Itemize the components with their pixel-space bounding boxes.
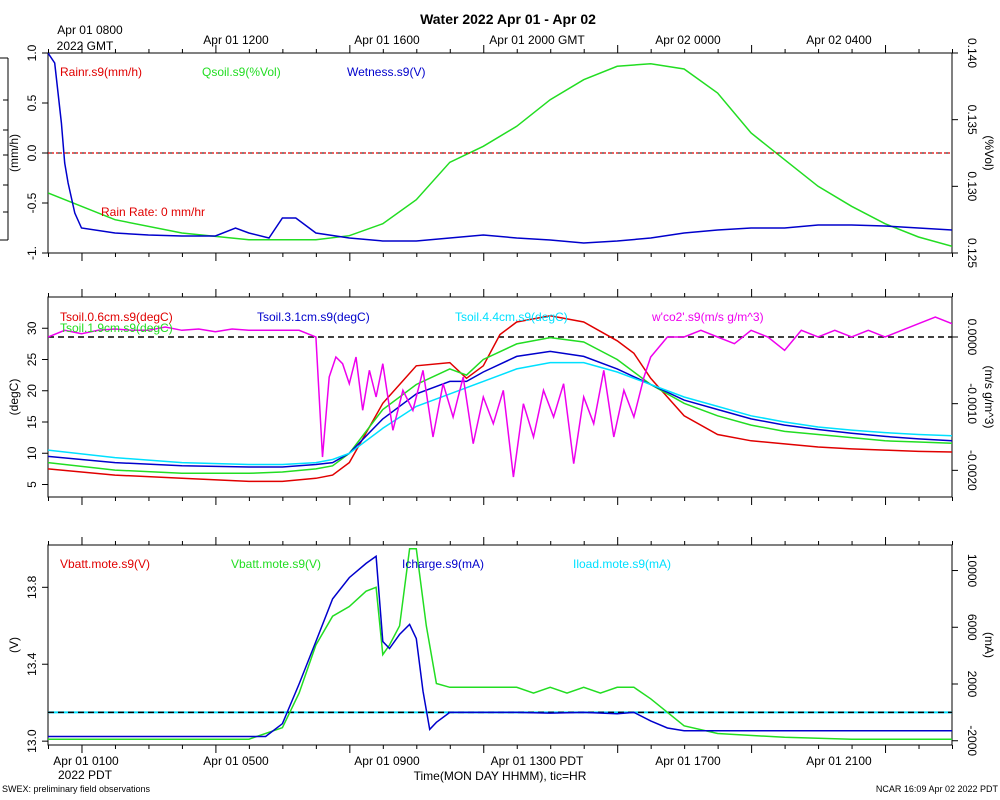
right-tick-label: -0.0020 (965, 450, 979, 491)
pdt-tick-label: Apr 01 0500 (203, 754, 269, 768)
series-line (48, 315, 952, 483)
right-tick-label: -2000 (965, 725, 979, 756)
left-tick-label: 25 (25, 353, 39, 367)
legend-label: Vbatt.mote.s9(V) (231, 557, 321, 571)
left-tick-label: 1.0 (25, 44, 39, 61)
left-axis-label: (degC) (7, 379, 21, 416)
legend-label: w'co2'.s9(m/s g/m^3) (651, 310, 764, 324)
left-tick-label: 20 (25, 384, 39, 398)
left-tick-label: 13.4 (25, 652, 39, 676)
gmt-tick-label: Apr 01 1600 (354, 33, 420, 47)
x-axis-label: Time(MON DAY HHMM), tic=HR (414, 769, 587, 783)
right-axis-label: (m/s g/m^3) (982, 366, 996, 429)
left-tick-label: 10 (25, 446, 39, 460)
gmt-year-label: 2022 GMT (57, 39, 114, 53)
series-line (48, 350, 952, 468)
series-line (48, 548, 952, 740)
series-line (48, 316, 952, 478)
panel-battery: 13.0 13.4 13.8 -2000 2000 6000 10000 (V) (mA) Vba… (7, 537, 996, 756)
series-line (48, 53, 952, 244)
left-tick-label: 13.0 (25, 729, 39, 753)
gmt-tick-label: Apr 02 0400 (806, 33, 872, 47)
left-axis-label: (mm/h) (7, 134, 21, 172)
footer-left: SWEX: preliminary field observations (2, 784, 151, 794)
chart-title: Water 2022 Apr 01 - Apr 02 (420, 11, 596, 27)
series-line (48, 336, 952, 475)
pdt-tick-label: Apr 01 0100 (53, 754, 119, 768)
right-tick-label: 2000 (965, 671, 979, 698)
plot-frame (47, 296, 953, 498)
legend-label: Wetness.s9(V) (347, 65, 425, 79)
legend-label: Tsoil.0.6cm.s9(degC) (60, 310, 173, 324)
legend-label: Qsoil.s9(%Vol) (202, 65, 281, 79)
left-tick-label: 0.5 (25, 94, 39, 111)
right-tick-label: 10000 (965, 554, 979, 588)
legend-label: Iload.mote.s9(mA) (573, 557, 671, 571)
pdt-tick-label: Apr 01 1300 PDT (491, 754, 584, 768)
legend-label: Icharge.s9(mA) (402, 557, 484, 571)
pdt-axis: Apr 01 0100 Apr 01 0500 Apr 01 0900 Apr 01 … (53, 754, 872, 782)
left-tick-label: -0.5 (25, 192, 39, 213)
right-tick-label: 6000 (965, 614, 979, 641)
right-tick-label: 0.135 (965, 105, 979, 135)
left-tick-label: -1. (25, 246, 39, 260)
legend-label: Tsoil.3.1cm.s9(degC) (257, 310, 370, 324)
pdt-tick-label: Apr 01 0900 (354, 754, 420, 768)
gmt-tick-label: Apr 02 0000 (655, 33, 721, 47)
panel-water: -1. -0.5 0.0 0.5 1.0 0.125 0.130 0.135 0.140 (mm/… (7, 38, 996, 268)
left-tick-label: 13.8 (25, 575, 39, 599)
right-tick-label: 0.125 (965, 238, 979, 268)
series-line (48, 62, 952, 248)
series-group (48, 315, 952, 483)
left-tick-label: 5 (25, 481, 39, 488)
gmt-axis: Apr 01 0800 Apr 01 1200 Apr 01 1600 Apr 01 … (0, 23, 872, 241)
right-tick-label: 0.130 (965, 171, 979, 201)
gmt-tick-label: Apr 01 2000 GMT (489, 33, 585, 47)
panel-soil-temp: 5 10 15 20 25 30 -0.0020 -0.0010 0.0000 (degC) (m/… (7, 289, 996, 505)
right-axis-label: (%Vol) (982, 135, 996, 170)
footer-right: NCAR 16:09 Apr 02 2022 PDT (876, 784, 999, 794)
right-tick-label: 0.0000 (965, 319, 979, 356)
pdt-tick-label: Apr 01 2100 (806, 754, 872, 768)
legend-label: Vbatt.mote.s9(V) (60, 557, 150, 571)
right-tick-label: -0.0010 (965, 383, 979, 424)
gmt-tick-label: Apr 01 1200 (203, 33, 269, 47)
series-line (48, 554, 952, 738)
pdt-tick-label: Apr 01 1700 (655, 754, 721, 768)
edge-ticks (3, 99, 8, 213)
pdt-year-label: 2022 PDT (58, 768, 113, 782)
legend-label: Tsoil.4.4cm.s9(degC) (455, 310, 568, 324)
series-group (48, 548, 952, 740)
legend-label: Rainr.s9(mm/h) (60, 65, 142, 79)
right-axis-label: (mA) (982, 632, 996, 658)
gmt-tick-label: Apr 01 0800 (57, 23, 123, 37)
plot-frame (47, 544, 953, 746)
left-tick-label: 15 (25, 415, 39, 429)
left-tick-label: 30 (25, 321, 39, 335)
series-group (48, 53, 952, 248)
left-tick-label: 0.0 (25, 144, 39, 161)
series-line (48, 361, 952, 466)
annotation: Rain Rate: 0 mm/hr (101, 205, 205, 219)
legend-label: Tsoil.1.9cm.s9(degC) (60, 321, 173, 335)
right-tick-label: 0.140 (965, 38, 979, 68)
left-axis-label: (V) (7, 637, 21, 653)
edge-bracket (0, 57, 9, 241)
